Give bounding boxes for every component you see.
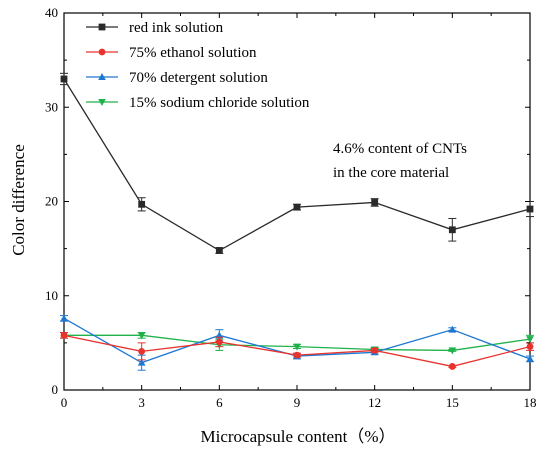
series-3 [60,314,534,371]
data-point [448,325,457,333]
data-point [138,200,146,208]
y-tick-label: 0 [52,382,59,397]
legend-label: red ink solution [129,20,224,36]
x-tick-label: 9 [294,395,301,410]
y-tick-label: 30 [45,99,58,114]
x-tick-label: 3 [138,395,145,410]
y-axis-title: Color difference [9,144,28,256]
x-tick-label: 15 [446,395,459,410]
legend-item-1: red ink solution [86,20,224,36]
data-point [448,226,456,234]
data-point [526,343,534,351]
series-1 [60,72,534,254]
data-point [138,347,146,355]
data-point [293,351,301,359]
y-tick-label: 20 [45,194,58,209]
data-point [215,338,223,346]
legend-item-4: 15% sodium chloride solution [86,95,310,111]
data-point [215,247,223,254]
x-tick-label: 12 [368,395,381,410]
y-tick-label: 40 [45,5,58,20]
legend-label: 75% ethanol solution [129,45,257,61]
data-point [215,331,224,339]
x-axis-title: Microcapsule content（%） [201,427,396,446]
legend-marker [98,23,106,31]
x-tick-label: 18 [524,395,537,410]
legend-item-3: 70% detergent solution [86,70,268,86]
data-point [448,347,457,355]
data-point [526,205,534,213]
data-point [60,314,68,322]
legend-label: 70% detergent solution [129,70,268,86]
data-point [448,363,456,370]
series-4 [60,332,534,355]
series-2 [60,331,534,370]
data-point [293,203,301,211]
data-point [371,347,379,354]
legend-marker [98,48,106,56]
data-point [137,332,146,340]
data-point [526,336,534,344]
annotation-line-2: in the core material [333,165,449,181]
data-point [137,358,146,366]
data-point [526,354,534,362]
data-point [293,343,301,351]
legend-marker [98,99,106,106]
data-point [60,331,68,339]
x-tick-label: 0 [61,395,68,410]
y-tick-label: 10 [45,288,58,303]
legend-marker [98,73,106,80]
x-tick-label: 6 [216,395,223,410]
legend: red ink solution 75% ethanol solution 70% … [86,20,310,111]
series-line [63,334,531,368]
data-point [60,75,68,83]
series-layer [60,72,534,371]
data-point [371,199,379,206]
tick-layer: 0 3 6 9 12 15 18 0 10 20 30 40 [45,5,537,410]
legend-item-2: 75% ethanol solution [86,45,257,61]
legend-label: 15% sodium chloride solution [129,95,310,111]
annotation-line-1: 4.6% content of CNTs [333,141,467,157]
